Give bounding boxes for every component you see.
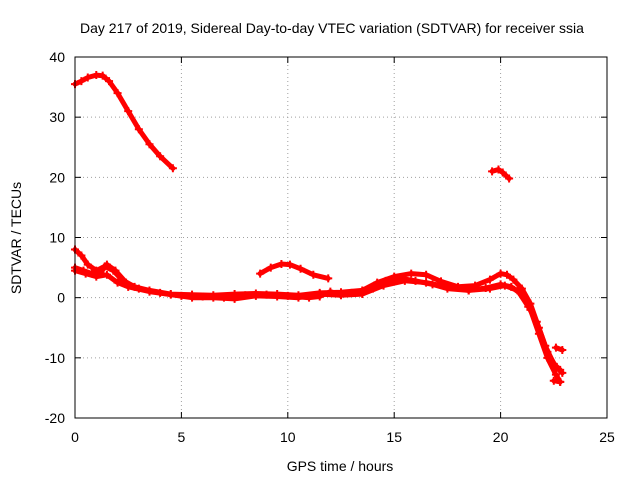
data-point [422,270,431,279]
data-point [407,269,416,278]
data-point [113,89,122,98]
data-point [113,278,122,287]
data-point [102,260,111,269]
data-point [488,167,497,176]
data-point [541,341,550,350]
data-point [315,290,324,299]
data-point [92,272,101,281]
data-point [102,270,111,279]
data-point [145,140,154,149]
data-point [513,286,522,295]
data-point [285,260,294,269]
data-point [168,164,177,173]
y-tick-label: 30 [49,109,65,125]
data-point [500,281,509,290]
data-point [532,317,541,326]
chart-title: Day 217 of 2019, Sidereal Day-to-day VTE… [80,20,584,36]
data-point [188,293,197,302]
x-tick-label: 5 [178,429,186,445]
data-point [273,292,282,301]
data-point [400,276,409,285]
data-point [81,269,90,278]
series-base-a [72,247,565,376]
data-point [105,77,114,86]
data-point [324,274,333,283]
data-series [71,71,567,386]
data-point [498,168,507,177]
data-point [83,260,92,269]
data-point [294,293,303,302]
data-point [256,269,265,278]
data-point [166,290,175,299]
x-tick-label: 20 [493,429,509,445]
data-point [251,291,260,300]
series-arc-early-high [72,72,176,171]
data-point [134,125,143,134]
y-tick-label: 0 [57,290,65,306]
x-tick-label: 10 [280,429,296,445]
x-tick-label: 15 [386,429,402,445]
data-point [551,370,560,379]
y-tick-label: 40 [49,49,65,65]
data-point [443,282,452,291]
axis-ticks: 0 5 10 15 20 25 -20 -10 0 10 20 30 40 [45,49,615,445]
y-tick-label: 20 [49,169,65,185]
data-point [549,359,558,368]
data-point [83,73,92,82]
data-point [77,251,86,260]
y-tick-label: 10 [49,230,65,246]
x-tick-label: 25 [599,429,615,445]
data-point [422,278,431,287]
grid-lines [75,57,607,418]
data-point [464,286,473,295]
x-tick-label: 0 [71,429,79,445]
data-point [124,107,133,116]
data-point [337,291,345,300]
data-point [296,264,305,273]
data-point [77,77,86,86]
data-point [266,263,275,272]
data-point [496,269,505,278]
data-point [485,275,494,284]
data-point [485,284,494,293]
data-point [98,71,107,80]
data-point [524,302,533,311]
data-point [358,290,367,299]
data-point [145,287,154,296]
data-point [556,365,565,374]
data-point [505,174,514,183]
data-point [558,346,567,355]
y-axis-label: SDTVAR / TECUs [8,182,24,294]
data-point [309,270,318,279]
y-tick-label: -10 [45,350,65,366]
data-point [549,376,558,385]
x-axis-label: GPS time / hours [287,458,394,474]
data-point [111,266,120,275]
data-point [551,343,560,352]
data-point [379,281,388,290]
y-tick-label: -20 [45,410,65,426]
data-point [209,293,218,302]
data-point [494,165,503,174]
data-point [509,275,518,284]
data-point [230,294,239,303]
data-point [124,282,133,291]
data-point [556,377,565,386]
data-point [277,259,286,268]
data-point [156,152,165,161]
data-point [502,270,511,279]
